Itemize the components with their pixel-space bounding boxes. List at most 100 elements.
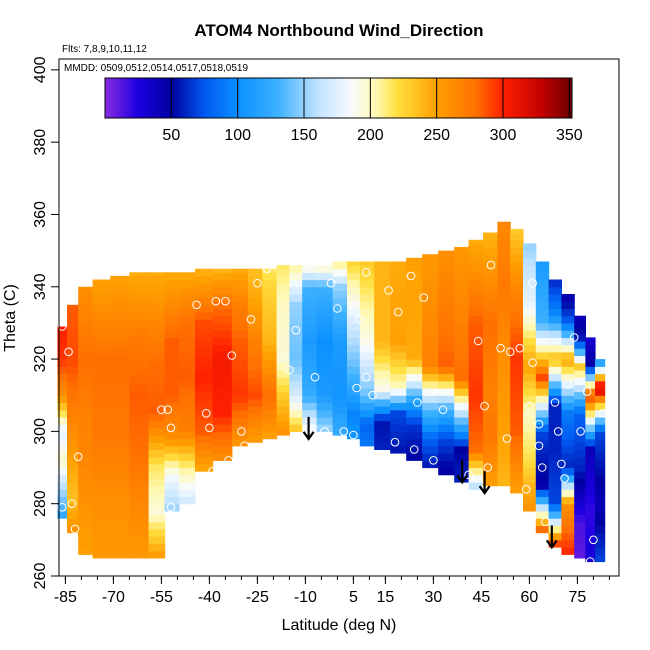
heat-column bbox=[247, 268, 263, 443]
heat-cell bbox=[510, 268, 524, 277]
heat-cell bbox=[332, 355, 348, 364]
heat-cell bbox=[422, 395, 439, 403]
heat-cell bbox=[438, 467, 455, 476]
heat-cell bbox=[454, 322, 470, 331]
heat-cell bbox=[422, 409, 439, 418]
heat-cell bbox=[67, 438, 79, 447]
heat-cell bbox=[523, 301, 537, 309]
heat-cell bbox=[67, 431, 79, 440]
heat-cell bbox=[212, 315, 233, 324]
heat-cell bbox=[374, 297, 391, 306]
heat-cell bbox=[561, 510, 575, 519]
heat-cell bbox=[374, 290, 391, 299]
heat-cell bbox=[78, 337, 94, 346]
heat-cell bbox=[179, 474, 196, 483]
heat-cell bbox=[92, 500, 111, 508]
heat-cell bbox=[523, 257, 537, 266]
heat-cell bbox=[574, 471, 586, 479]
heat-cell bbox=[347, 337, 361, 346]
heat-cell bbox=[406, 416, 423, 425]
heat-cell bbox=[523, 366, 537, 375]
heat-cell bbox=[289, 366, 303, 375]
heat-cell bbox=[276, 312, 290, 320]
heat-cell bbox=[129, 471, 150, 479]
heat-cell bbox=[332, 268, 348, 277]
heat-cell bbox=[390, 445, 407, 454]
x-tick-label: 30 bbox=[425, 589, 443, 606]
heat-cell bbox=[585, 438, 596, 447]
heat-cell bbox=[523, 359, 537, 367]
heat-cell bbox=[359, 322, 375, 331]
heat-cell bbox=[422, 257, 439, 266]
heat-cell bbox=[179, 308, 196, 317]
heat-cell bbox=[535, 453, 550, 461]
heat-cell bbox=[164, 351, 180, 360]
heat-cell bbox=[438, 453, 455, 461]
heat-cell bbox=[595, 554, 606, 563]
heat-cell bbox=[164, 366, 180, 375]
heat-cell bbox=[129, 442, 150, 450]
heat-cell bbox=[422, 265, 439, 273]
observation-point bbox=[326, 278, 336, 288]
heat-cell bbox=[595, 402, 606, 411]
heat-cell bbox=[164, 373, 180, 382]
heat-cell bbox=[374, 326, 391, 335]
heat-cell bbox=[406, 351, 423, 360]
heat-cell bbox=[347, 322, 361, 331]
heat-cell bbox=[276, 362, 290, 371]
wind-arrow bbox=[478, 471, 491, 496]
heat-column bbox=[57, 326, 68, 519]
heat-cell bbox=[497, 254, 511, 262]
heat-cell bbox=[535, 272, 550, 281]
heat-cell bbox=[247, 297, 263, 306]
heat-cell bbox=[595, 525, 606, 534]
heat-cell bbox=[454, 453, 470, 461]
heat-cell bbox=[468, 373, 484, 382]
heat-cell bbox=[92, 326, 111, 335]
heat-column bbox=[129, 272, 150, 559]
heat-cell bbox=[231, 308, 249, 317]
heat-cell bbox=[148, 492, 166, 501]
heat-cell bbox=[57, 445, 68, 454]
heat-cell bbox=[148, 500, 166, 508]
heat-cell bbox=[574, 543, 586, 552]
heat-cell bbox=[289, 424, 303, 432]
heat-cell bbox=[316, 373, 334, 382]
observation-point bbox=[438, 405, 448, 415]
heat-cell bbox=[438, 388, 455, 396]
heat-cell bbox=[523, 308, 537, 317]
heat-cell bbox=[276, 355, 290, 364]
heat-cell bbox=[212, 380, 233, 389]
heat-cell bbox=[347, 424, 361, 432]
heat-cell bbox=[289, 265, 303, 273]
heat-cell bbox=[78, 286, 94, 295]
heat-column bbox=[406, 257, 423, 461]
heat-cell bbox=[57, 424, 68, 432]
heat-cell bbox=[195, 319, 214, 328]
heat-cell bbox=[57, 496, 68, 505]
heat-cell bbox=[164, 308, 180, 317]
heat-cell bbox=[535, 308, 550, 317]
observation-point bbox=[57, 322, 67, 331]
heat-cell bbox=[247, 268, 263, 277]
observation-point bbox=[291, 325, 301, 335]
heat-cell bbox=[231, 279, 249, 288]
heat-cell bbox=[212, 279, 233, 288]
heat-cell bbox=[195, 304, 214, 313]
heat-cell bbox=[574, 355, 586, 364]
heat-cell bbox=[231, 301, 249, 309]
heat-cell bbox=[438, 250, 455, 259]
heat-cell bbox=[548, 308, 562, 317]
heat-cell bbox=[289, 373, 303, 382]
heat-cell bbox=[129, 463, 150, 472]
heat-cell bbox=[78, 359, 94, 367]
heat-cell bbox=[110, 420, 130, 429]
heat-cell bbox=[523, 380, 537, 389]
heat-cell bbox=[78, 351, 94, 360]
observation-point bbox=[563, 380, 573, 389]
heat-cell bbox=[164, 294, 180, 302]
wind-arrow bbox=[302, 416, 315, 441]
heat-cell bbox=[347, 330, 361, 338]
heat-cell bbox=[110, 427, 130, 436]
heat-cell bbox=[92, 377, 111, 385]
